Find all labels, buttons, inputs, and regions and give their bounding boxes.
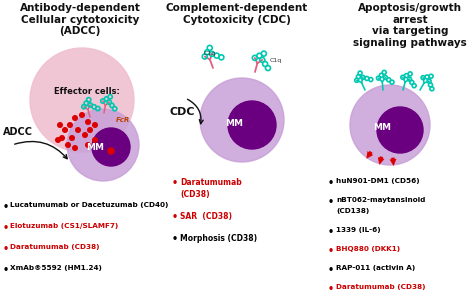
Circle shape	[93, 138, 97, 142]
Text: XmAb®5592 (HM1.24): XmAb®5592 (HM1.24)	[10, 265, 102, 271]
Text: •: •	[328, 246, 334, 256]
Circle shape	[108, 148, 114, 154]
Text: Daratumumab (CD38): Daratumumab (CD38)	[10, 244, 100, 250]
Circle shape	[237, 110, 267, 140]
Text: RAP-011 (activin A): RAP-011 (activin A)	[336, 265, 415, 271]
Circle shape	[63, 128, 67, 132]
Circle shape	[200, 78, 284, 162]
Text: Elotuzumab (CS1/SLAMF7): Elotuzumab (CS1/SLAMF7)	[10, 223, 118, 229]
Circle shape	[70, 136, 74, 140]
Circle shape	[377, 107, 423, 153]
Text: ADCC: ADCC	[3, 127, 33, 137]
Text: MM: MM	[86, 143, 104, 152]
Text: (CD38): (CD38)	[180, 190, 210, 199]
Text: BHQ880 (DKK1): BHQ880 (DKK1)	[336, 246, 400, 252]
Text: •: •	[172, 178, 178, 188]
Circle shape	[68, 123, 73, 127]
Circle shape	[73, 116, 77, 120]
FancyArrowPatch shape	[378, 156, 384, 165]
Text: huN901-DM1 (CD56): huN901-DM1 (CD56)	[336, 178, 419, 184]
Circle shape	[92, 128, 130, 166]
Text: CDC: CDC	[170, 107, 195, 117]
Text: •: •	[3, 202, 9, 212]
Text: •: •	[328, 227, 334, 237]
Text: (CD138): (CD138)	[336, 208, 369, 214]
Text: Effector cells:: Effector cells:	[54, 88, 120, 96]
Text: •: •	[172, 212, 178, 222]
Text: 1339 (IL-6): 1339 (IL-6)	[336, 227, 381, 233]
Text: •: •	[172, 234, 178, 244]
Circle shape	[88, 128, 92, 132]
Text: C1q: C1q	[270, 58, 282, 63]
FancyArrowPatch shape	[15, 142, 67, 159]
Circle shape	[98, 134, 124, 160]
Text: SAR  (CD38): SAR (CD38)	[180, 212, 232, 221]
Text: Morphosis (CD38): Morphosis (CD38)	[180, 234, 257, 243]
Circle shape	[82, 133, 87, 137]
Circle shape	[73, 146, 77, 150]
Circle shape	[58, 123, 62, 127]
Text: •: •	[3, 244, 9, 254]
Circle shape	[60, 136, 64, 140]
Text: •: •	[328, 197, 334, 207]
Text: •: •	[328, 265, 334, 275]
Text: Lucatumumab or Dacetuzumab (CD40): Lucatumumab or Dacetuzumab (CD40)	[10, 202, 168, 208]
Text: MM: MM	[225, 119, 243, 128]
Circle shape	[86, 143, 91, 147]
Text: •: •	[3, 223, 9, 233]
Text: MM: MM	[373, 124, 391, 133]
Text: Daratumumab: Daratumumab	[180, 178, 242, 187]
Circle shape	[385, 115, 415, 145]
Circle shape	[67, 109, 139, 181]
Circle shape	[86, 120, 91, 124]
Circle shape	[93, 123, 97, 127]
Text: Antibody-dependent
Cellular cytotoxicity
(ADCC): Antibody-dependent Cellular cytotoxicity…	[19, 3, 140, 36]
Circle shape	[30, 48, 134, 152]
Circle shape	[56, 138, 60, 142]
Text: C1q: C1q	[204, 51, 216, 56]
Text: Daratumumab (CD38): Daratumumab (CD38)	[336, 284, 426, 290]
FancyArrowPatch shape	[188, 99, 203, 124]
Text: •: •	[328, 284, 334, 292]
Text: FcR: FcR	[116, 117, 130, 123]
Circle shape	[80, 113, 84, 117]
FancyArrowPatch shape	[366, 151, 373, 159]
Text: nBT062-maytansinoid: nBT062-maytansinoid	[336, 197, 425, 203]
Circle shape	[76, 128, 80, 132]
Circle shape	[66, 143, 70, 147]
Text: •: •	[3, 265, 9, 275]
FancyArrowPatch shape	[390, 157, 396, 166]
Circle shape	[350, 85, 430, 165]
Circle shape	[228, 101, 276, 149]
Text: Complement-dependent
Cytotoxicity (CDC): Complement-dependent Cytotoxicity (CDC)	[166, 3, 308, 25]
Text: Apoptosis/growth
arrest
via targeting
signaling pathways: Apoptosis/growth arrest via targeting si…	[353, 3, 467, 48]
Text: •: •	[328, 178, 334, 188]
